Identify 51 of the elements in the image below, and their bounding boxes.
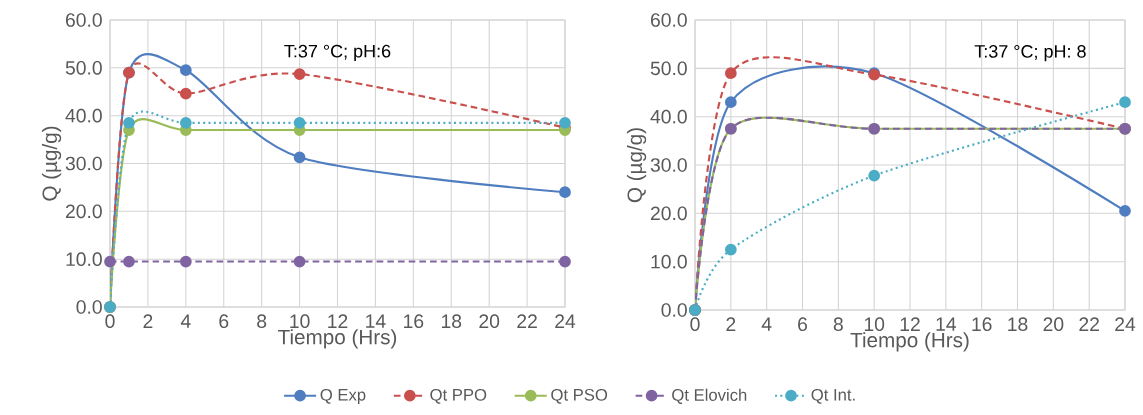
x-tick-label: 6 — [798, 317, 808, 332]
x-tick-label: 8 — [833, 317, 843, 332]
y-tick-label: 60.0 — [65, 13, 102, 27]
x-tick-label: 16 — [404, 314, 424, 329]
x-tick-label: 12 — [900, 317, 920, 331]
legend-label: Qt PPO — [430, 388, 487, 404]
x-tick-label: 14 — [366, 314, 386, 328]
x-tick-label: 24 — [555, 314, 576, 328]
y-tick-label: 10.0 — [66, 252, 102, 267]
y-tick-label: 60.0 — [650, 13, 687, 27]
x-tick-label: 4 — [761, 317, 772, 331]
y-tick-label: 50.0 — [650, 61, 687, 76]
y-tick-label: 50.0 — [65, 60, 102, 75]
x-tick-label: 6 — [219, 314, 229, 329]
y-tick-label: 10.0 — [651, 254, 687, 269]
x-tick-label: 24 — [1115, 317, 1136, 331]
x-tick-label: 4 — [180, 314, 191, 328]
y-tick-label: 0.0 — [76, 300, 102, 314]
y-tick-label: 40.0 — [65, 108, 102, 123]
legend-label: Q Exp — [320, 388, 366, 404]
y-tick-label: 30.0 — [65, 156, 102, 171]
x-tick-label: 18 — [1008, 317, 1028, 332]
legend-label: Qt Int. — [811, 388, 855, 404]
x-tick-label: 14 — [936, 317, 957, 331]
x-tick-label: 10 — [290, 314, 310, 329]
x-tick-label: 8 — [257, 314, 267, 329]
x-axis-title: Tiempo (Hrs) — [850, 332, 969, 352]
x-axis-title: Tiempo (Hrs) — [278, 329, 397, 349]
y-tick-label: 0.0 — [661, 303, 687, 317]
x-tick-label: 16 — [972, 317, 992, 332]
y-tick-label: 30.0 — [650, 158, 687, 172]
x-tick-label: 22 — [517, 314, 537, 328]
x-tick-label: 2 — [726, 317, 736, 331]
x-tick-label: 20 — [479, 314, 500, 329]
legend-label: Qt PSO — [551, 388, 608, 404]
x-tick-label: 0 — [105, 314, 115, 329]
x-tick-label: 12 — [328, 314, 348, 328]
x-tick-label: 22 — [1079, 317, 1099, 331]
x-tick-label: 18 — [441, 314, 462, 329]
x-tick-label: 10 — [864, 317, 885, 332]
legend-label: Qt Elovich — [672, 388, 747, 404]
y-axis-title: Q (µg/g) — [41, 126, 62, 201]
y-axis-title: Q (µg/g) — [626, 128, 647, 203]
y-tick-label: 40.0 — [650, 109, 687, 124]
annotation: T:37 °C; pH: 8 — [974, 45, 1086, 62]
x-tick-label: 0 — [690, 317, 700, 332]
x-tick-label: 2 — [143, 314, 153, 328]
y-tick-label: 20.0 — [65, 204, 102, 219]
y-tick-label: 20.0 — [650, 206, 687, 221]
annotation: T:37 °C; pH:6 — [284, 44, 391, 62]
x-tick-label: 20 — [1043, 317, 1064, 332]
